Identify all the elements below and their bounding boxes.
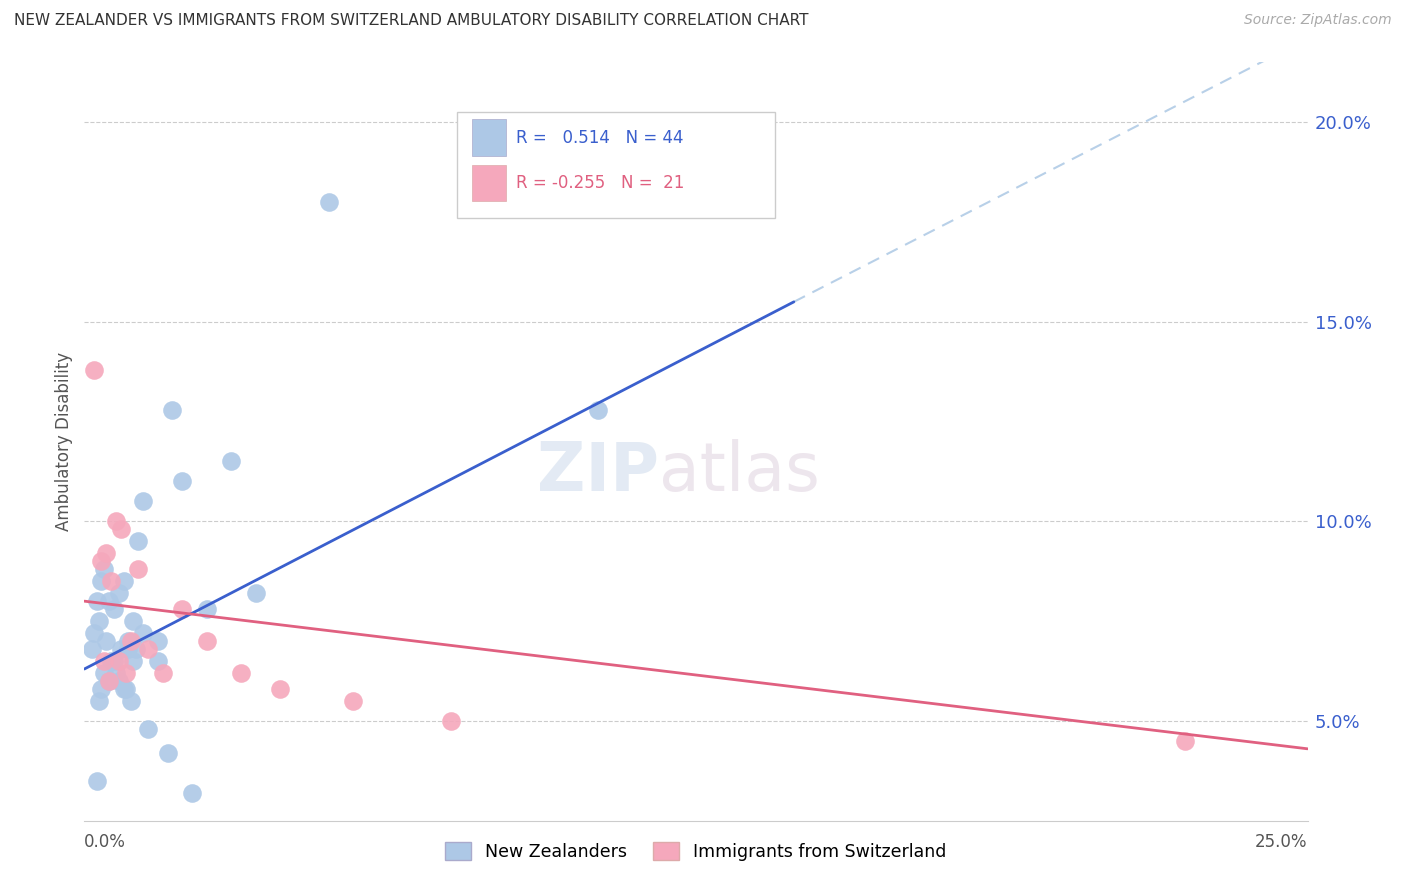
Point [1174, 734, 1197, 748]
Point [93, 654, 115, 668]
Point [122, 614, 145, 628]
Point [87, 694, 110, 708]
Point [83, 362, 105, 376]
Text: 0.0%: 0.0% [84, 832, 127, 851]
Point [100, 654, 122, 668]
Point [96, 546, 118, 560]
Point [110, 522, 132, 536]
Point [93, 562, 115, 576]
Point [103, 602, 125, 616]
FancyBboxPatch shape [472, 165, 506, 202]
Point [120, 634, 142, 648]
Legend: New Zealanders, Immigrants from Switzerland: New Zealanders, Immigrants from Switzerl… [446, 842, 946, 862]
Point [100, 574, 122, 589]
Point [90, 574, 112, 589]
Point [269, 681, 291, 696]
Point [172, 602, 194, 616]
Point [146, 634, 169, 648]
Point [115, 665, 138, 680]
Point [152, 665, 174, 680]
Point [195, 634, 218, 648]
Point [245, 586, 267, 600]
Point [103, 654, 125, 668]
Point [136, 642, 159, 657]
Point [96, 634, 118, 648]
Point [107, 586, 129, 600]
Point [110, 642, 132, 657]
Point [125, 642, 148, 657]
Point [115, 681, 138, 696]
Y-axis label: Ambulatory Disability: Ambulatory Disability [55, 352, 73, 531]
Point [105, 665, 128, 680]
Point [122, 654, 145, 668]
Point [156, 746, 179, 760]
Point [127, 534, 149, 549]
Point [80, 642, 103, 657]
Point [219, 454, 242, 468]
Point [120, 694, 142, 708]
Text: atlas: atlas [659, 439, 820, 505]
Text: NEW ZEALANDER VS IMMIGRANTS FROM SWITZERLAND AMBULATORY DISABILITY CORRELATION C: NEW ZEALANDER VS IMMIGRANTS FROM SWITZER… [14, 13, 808, 29]
Point [117, 634, 139, 648]
Text: Source: ZipAtlas.com: Source: ZipAtlas.com [1244, 13, 1392, 28]
Point [105, 514, 128, 528]
Point [162, 402, 184, 417]
Point [97, 594, 120, 608]
Point [586, 402, 609, 417]
Text: R =   0.514   N = 44: R = 0.514 N = 44 [516, 128, 683, 146]
Point [86, 594, 108, 608]
Text: 25.0%: 25.0% [1256, 832, 1308, 851]
Point [195, 602, 218, 616]
FancyBboxPatch shape [472, 120, 506, 156]
Point [87, 614, 110, 628]
Text: ZIP: ZIP [537, 439, 659, 505]
Point [132, 626, 155, 640]
Text: R = -0.255   N =  21: R = -0.255 N = 21 [516, 174, 685, 192]
Point [86, 773, 108, 788]
Point [112, 574, 135, 589]
Point [90, 681, 112, 696]
Point [117, 642, 139, 657]
Point [342, 694, 364, 708]
Point [136, 722, 159, 736]
Point [127, 562, 149, 576]
Point [112, 681, 135, 696]
Point [440, 714, 463, 728]
Point [318, 195, 340, 210]
Point [97, 673, 120, 688]
Point [90, 554, 112, 568]
Point [229, 665, 252, 680]
Point [146, 654, 169, 668]
Point [83, 626, 105, 640]
Point [93, 665, 115, 680]
Point [107, 673, 129, 688]
FancyBboxPatch shape [457, 112, 776, 218]
Point [97, 673, 120, 688]
Point [132, 494, 155, 508]
Point [172, 475, 194, 489]
Point [181, 786, 204, 800]
Point [107, 654, 129, 668]
